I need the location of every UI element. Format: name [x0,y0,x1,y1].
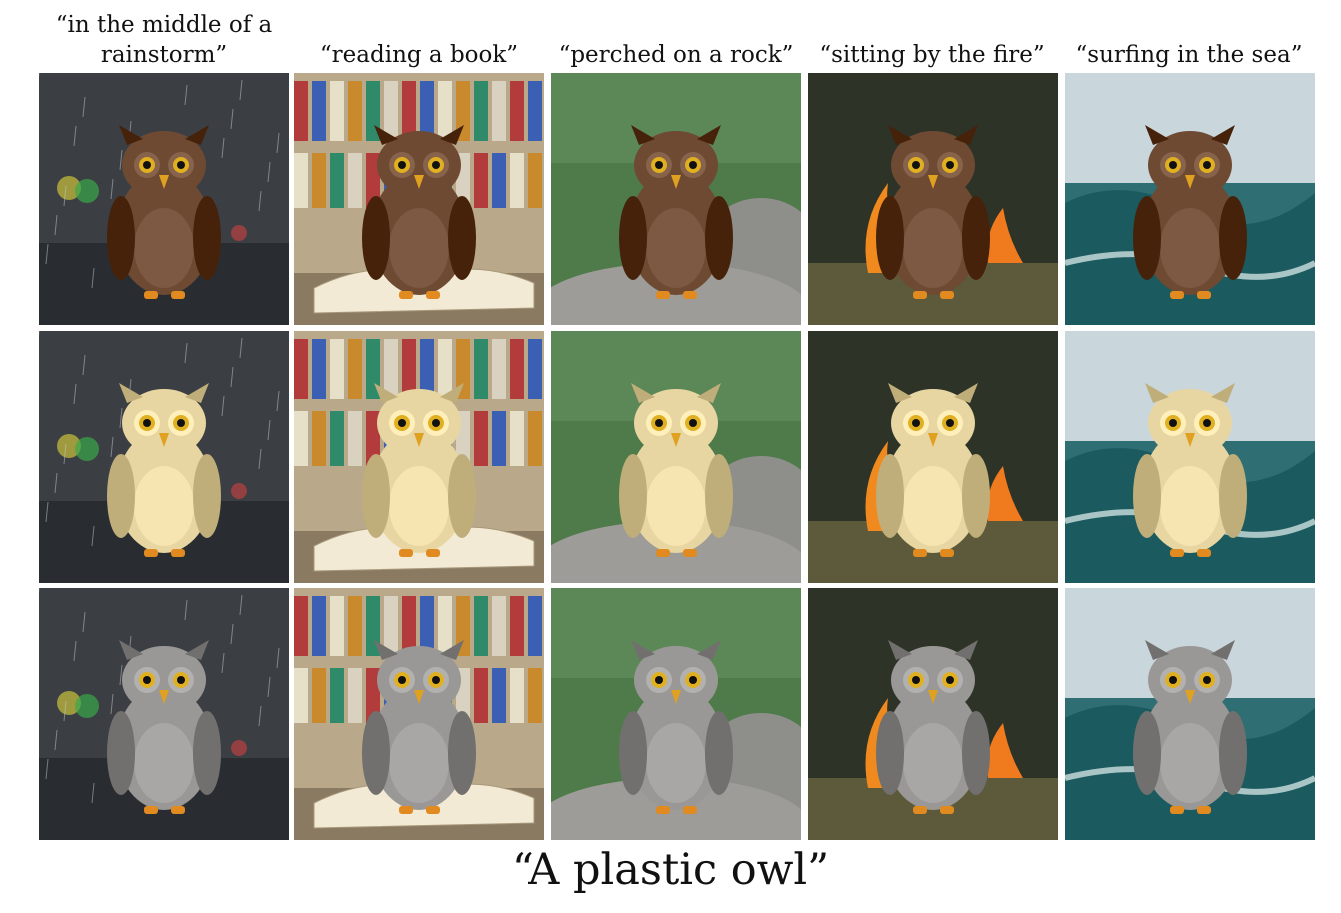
image-cream-owl-rock [551,331,801,583]
image-brown-owl-rainstorm [39,73,289,325]
column-header-reading: “reading a book” [319,42,519,68]
image-gray-owl-sea [1065,588,1315,840]
owl-scene-illustration [294,588,544,840]
image-gray-owl-reading [294,588,544,840]
image-cream-owl-rainstorm [39,331,289,583]
owl-scene-illustration [551,588,801,840]
owl-scene-illustration [294,331,544,583]
owl-scene-illustration [808,73,1058,325]
owl-scene-illustration [294,73,544,325]
image-cream-owl-fire [808,331,1058,583]
image-brown-owl-reading [294,73,544,325]
image-cream-owl-reading [294,331,544,583]
image-brown-owl-sea [1065,73,1315,325]
image-gray-owl-rock [551,588,801,840]
owl-scene-illustration [39,331,289,583]
image-brown-owl-rock [551,73,801,325]
figure-caption: “A plastic owl” [511,845,830,895]
owl-scene-illustration [1065,588,1315,840]
owl-scene-illustration [1065,73,1315,325]
image-brown-owl-fire [808,73,1058,325]
owl-scene-illustration [551,331,801,583]
owl-scene-illustration [1065,331,1315,583]
owl-scene-illustration [39,588,289,840]
owl-scene-illustration [808,331,1058,583]
image-gray-owl-rainstorm [39,588,289,840]
owl-scene-illustration [39,73,289,325]
column-header-sea: “surfing in the sea” [1075,42,1303,68]
owl-scene-illustration [808,588,1058,840]
owl-scene-illustration [551,73,801,325]
column-header-rainstorm: “in the middle of a rainstorm” [55,12,273,68]
image-cream-owl-sea [1065,331,1315,583]
image-gray-owl-fire [808,588,1058,840]
column-header-rock: “perched on a rock” [558,42,794,68]
column-header-fire: “sitting by the fire” [819,42,1045,68]
